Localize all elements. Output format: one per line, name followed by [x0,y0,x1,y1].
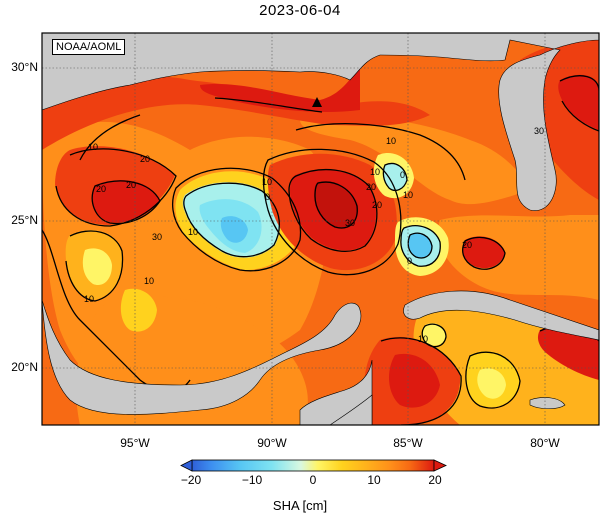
contour-line [382,162,408,191]
colorbar [180,459,447,472]
anomaly-region [42,76,430,150]
contour-line [65,230,124,302]
contour-line [314,181,358,229]
colorbar-label: SHA [cm] [272,498,328,513]
colorbar-max-extension [433,459,447,472]
map-frame [41,32,600,426]
contour-line [55,148,177,227]
station-marker [312,97,322,107]
contour-line [465,351,521,409]
anomaly-region [477,368,506,399]
colorbar-min-extension [180,459,193,472]
colorbar-ramp [191,459,435,472]
contour-line [288,168,378,252]
anomaly-region [300,116,530,205]
colorbar-tick-label: 0 [309,473,317,487]
contour-line [559,75,599,132]
land-jamaica [529,397,566,410]
colorbar-tick-label: 20 [428,473,442,487]
anomaly-region [82,248,112,286]
anomaly-region [220,216,248,243]
contour-line [91,180,161,225]
colorbar-tick-label: −10 [241,473,263,487]
contour-line [400,225,441,267]
contour-line [462,236,506,270]
anomaly-region [383,163,407,191]
longitude-tick-label: 85°W [393,436,423,450]
land-mexico [42,299,362,415]
contour-line [380,337,462,425]
anomaly-region [388,353,440,408]
anomaly-region [462,236,505,269]
contour-line [214,97,323,113]
anomaly-region [438,215,599,300]
contour-line [421,323,447,348]
longitude-tick-label: 90°W [257,436,287,450]
contour-line [295,123,466,181]
contour-line [171,167,302,272]
contour-line [79,114,141,161]
map-title: 2023-06-04 [259,2,341,19]
latitude-tick-label: 25°N [11,213,38,227]
contour-line [183,182,280,258]
latitude-tick-label: 30°N [11,60,38,74]
longitude-tick-label: 95°W [120,436,150,450]
anomaly-region [422,323,446,346]
anomaly-region [120,288,157,332]
anomaly-region [537,325,599,380]
anomaly-region [314,181,359,229]
land-cuba [403,290,599,341]
land-central-america [329,394,373,425]
anomaly-region [558,74,599,130]
anomaly-region [92,180,160,223]
longitude-tick-label: 80°W [530,436,560,450]
contour-line [262,148,402,276]
colorbar-tick-label: −20 [180,473,202,487]
latitude-tick-label: 20°N [11,360,38,374]
colorbar-tick-label: 10 [367,473,381,487]
anomaly-region [408,233,432,258]
credit-label: NOAA/AOML [52,39,126,55]
contour-line [407,232,433,259]
